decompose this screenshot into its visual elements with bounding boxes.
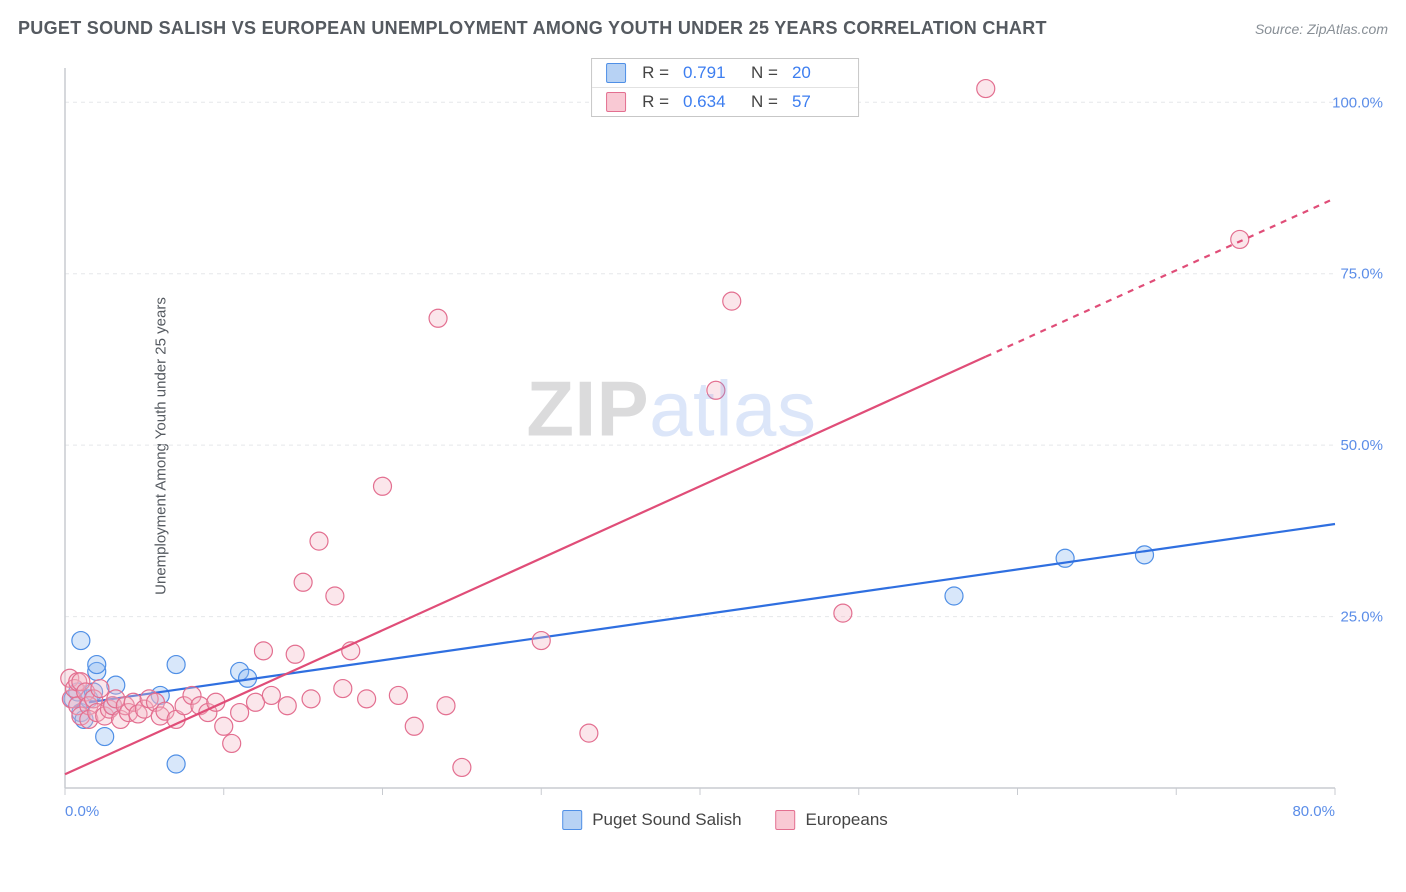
r-label: R = bbox=[642, 92, 669, 112]
svg-text:50.0%: 50.0% bbox=[1340, 437, 1383, 454]
svg-text:25.0%: 25.0% bbox=[1340, 609, 1383, 626]
r-value: 0.791 bbox=[683, 63, 735, 83]
chart-title: PUGET SOUND SALISH VS EUROPEAN UNEMPLOYM… bbox=[18, 18, 1047, 39]
swatch-icon bbox=[776, 810, 796, 830]
legend-label: Puget Sound Salish bbox=[592, 810, 741, 830]
stats-row: R = 0.791 N = 20 bbox=[592, 59, 858, 87]
legend-item: Europeans bbox=[776, 810, 888, 830]
legend-label: Europeans bbox=[806, 810, 888, 830]
r-value: 0.634 bbox=[683, 92, 735, 112]
source-label: Source: ZipAtlas.com bbox=[1255, 21, 1388, 37]
svg-text:0.0%: 0.0% bbox=[65, 803, 99, 820]
stats-row: R = 0.634 N = 57 bbox=[592, 87, 858, 116]
n-value: 57 bbox=[792, 92, 844, 112]
swatch-icon bbox=[606, 92, 626, 112]
n-value: 20 bbox=[792, 63, 844, 83]
plot-area: ZIPatlas R = 0.791 N = 20 R = 0.634 N = … bbox=[55, 58, 1395, 838]
swatch-icon bbox=[562, 810, 582, 830]
stats-legend-box: R = 0.791 N = 20 R = 0.634 N = 57 bbox=[591, 58, 859, 117]
svg-text:100.0%: 100.0% bbox=[1332, 94, 1383, 111]
n-label: N = bbox=[751, 92, 778, 112]
n-label: N = bbox=[751, 63, 778, 83]
bottom-legend: Puget Sound Salish Europeans bbox=[562, 810, 888, 830]
svg-text:75.0%: 75.0% bbox=[1340, 266, 1383, 283]
svg-text:80.0%: 80.0% bbox=[1292, 803, 1335, 820]
legend-item: Puget Sound Salish bbox=[562, 810, 741, 830]
scatter-plot-svg: 25.0% 50.0% 75.0% 100.0% 0.0% 80.0% bbox=[55, 58, 1395, 838]
swatch-icon bbox=[606, 63, 626, 83]
r-label: R = bbox=[642, 63, 669, 83]
